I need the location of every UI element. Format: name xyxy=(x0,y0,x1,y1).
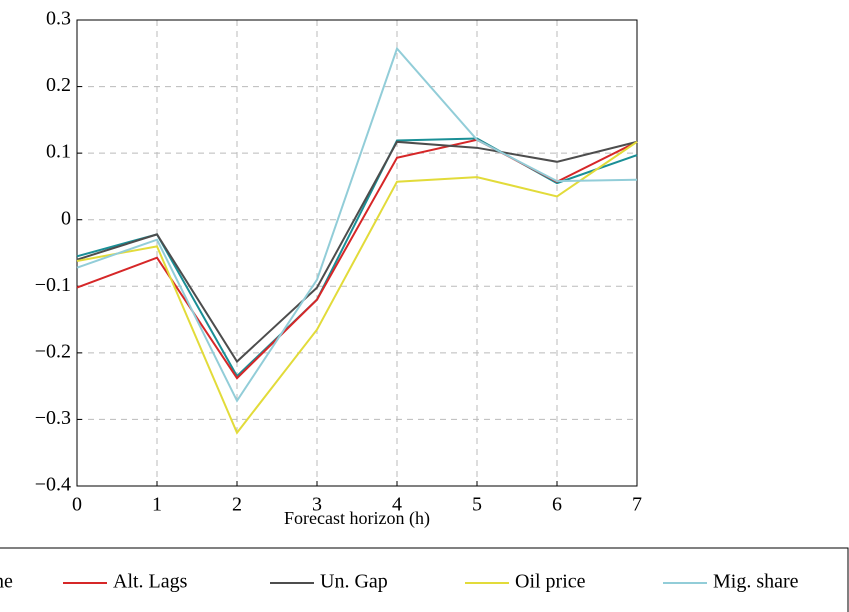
legend-label: ne xyxy=(0,571,13,593)
series-line xyxy=(76,140,638,435)
y-tick-label: 0 xyxy=(61,207,71,229)
x-tick-label: 2 xyxy=(232,494,242,516)
series-line xyxy=(76,46,638,403)
y-tick-label: 0.3 xyxy=(46,8,71,30)
x-tick-label: 0 xyxy=(72,494,82,516)
series-line xyxy=(76,140,638,364)
x-tick-label: 5 xyxy=(472,494,482,516)
legend-label: Alt. Lags xyxy=(113,571,188,593)
y-tick-label: −0.2 xyxy=(35,340,71,362)
x-tick-label: 1 xyxy=(152,494,162,516)
y-tick-label: 0.2 xyxy=(46,74,71,96)
x-tick-label: 7 xyxy=(632,494,642,516)
x-tick-label: 3 xyxy=(312,494,322,516)
legend-box xyxy=(0,547,849,612)
x-axis-label: Forecast horizon (h) xyxy=(284,508,430,529)
y-tick-label: −0.4 xyxy=(35,474,71,496)
x-tick-label: 6 xyxy=(552,494,562,516)
series-line xyxy=(76,138,638,380)
legend-label: Un. Gap xyxy=(320,571,388,593)
legend-label: Mig. share xyxy=(713,571,799,593)
y-tick-label: −0.3 xyxy=(35,407,71,429)
y-tick-label: 0.1 xyxy=(46,141,71,163)
y-tick-label: −0.1 xyxy=(35,274,71,296)
x-tick-label: 4 xyxy=(392,494,402,516)
legend-label: Oil price xyxy=(515,571,586,593)
plot-frame xyxy=(76,19,638,487)
